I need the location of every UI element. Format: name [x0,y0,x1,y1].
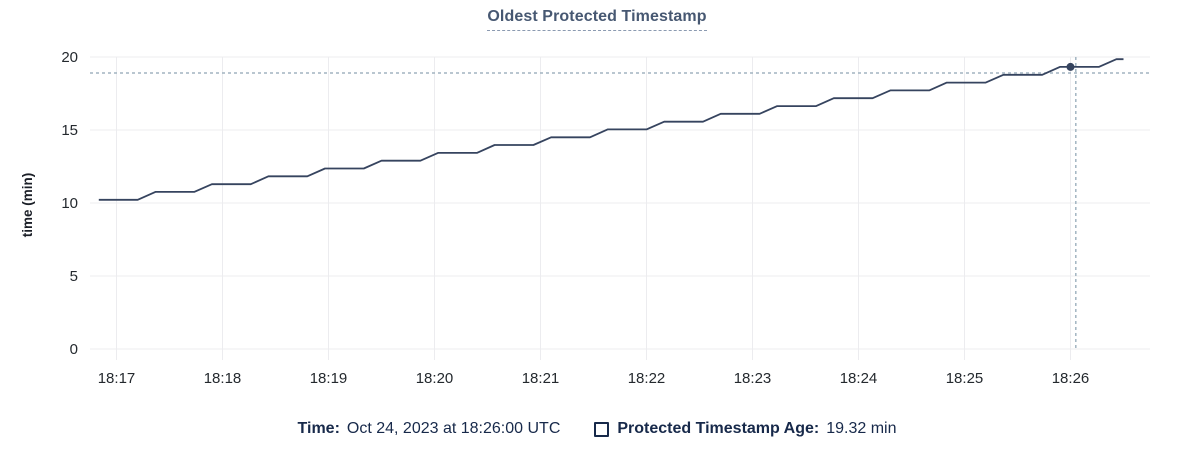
y-tick-label: 0 [70,341,78,358]
x-tick-label: 18:25 [946,370,984,387]
series-label: Protected Timestamp Age: [617,420,820,437]
x-tick-label: 18:19 [310,370,348,387]
gridlines [90,56,1150,360]
x-tick-label: 18:24 [840,370,878,387]
series-line-protected-timestamp-age [98,58,1124,201]
time-value: Oct 24, 2023 at 18:26:00 UTC [346,420,561,437]
x-tick-label: 18:23 [734,370,772,387]
hover-time-readout: Time: Oct 24, 2023 at 18:26:00 UTC [298,420,561,438]
x-tick-label: 18:17 [98,370,136,387]
y-axis-labels: 0 5 10 15 20 [61,49,78,358]
series-value: 19.32 min [826,420,897,437]
y-axis-title: time (min) [20,173,35,238]
x-tick-label: 18:21 [522,370,560,387]
x-tick-label: 18:26 [1052,370,1090,387]
chart-title[interactable]: Oldest Protected Timestamp [487,8,707,31]
x-axis-labels: 18:17 18:18 18:19 18:20 18:21 18:22 18:23 18:24… [98,370,1090,387]
y-tick-label: 10 [61,195,78,212]
x-tick-label: 18:18 [204,370,242,387]
title-row: Oldest Protected Timestamp [0,8,1194,31]
x-tick-label: 18:20 [416,370,454,387]
y-tick-label: 5 [70,268,78,285]
chart-legend: Time: Oct 24, 2023 at 18:26:00 UTC Prote… [0,420,1194,438]
x-tick-label: 18:22 [628,370,666,387]
legend-item-protected-timestamp-age[interactable]: Protected Timestamp Age: 19.32 min [594,420,896,438]
series-checkbox[interactable] [594,421,610,437]
time-label: Time: [297,420,340,437]
y-tick-label: 20 [61,49,78,66]
y-tick-label: 15 [61,122,78,139]
hover-point [1066,62,1075,71]
